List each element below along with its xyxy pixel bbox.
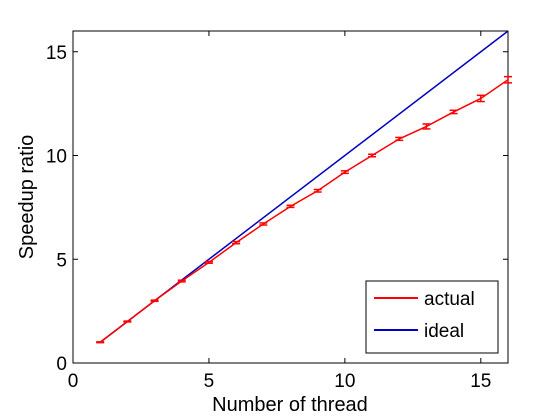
x-tick-label: 10 [334,371,355,392]
x-tick-label: 15 [470,371,491,392]
y-tick-label: 15 [46,43,67,64]
legend-label-actual: actual [424,289,475,310]
x-tick-label: 5 [204,371,215,392]
y-tick-label: 5 [56,250,67,271]
series-layer [96,31,512,344]
y-tick-label: 0 [56,354,67,375]
legend-box [365,280,499,354]
axis-ticks: 0 5 10 15 0 5 10 15 [46,31,508,392]
series-line-actual [99,79,508,343]
x-tick-label: 0 [68,371,79,392]
y-axis-label: Speedup ratio [16,135,38,260]
x-axis-label: Number of thread [212,394,368,416]
y-tick-label: 10 [46,147,67,168]
legend: actual ideal [365,280,499,354]
legend-label-ideal: ideal [424,321,464,342]
